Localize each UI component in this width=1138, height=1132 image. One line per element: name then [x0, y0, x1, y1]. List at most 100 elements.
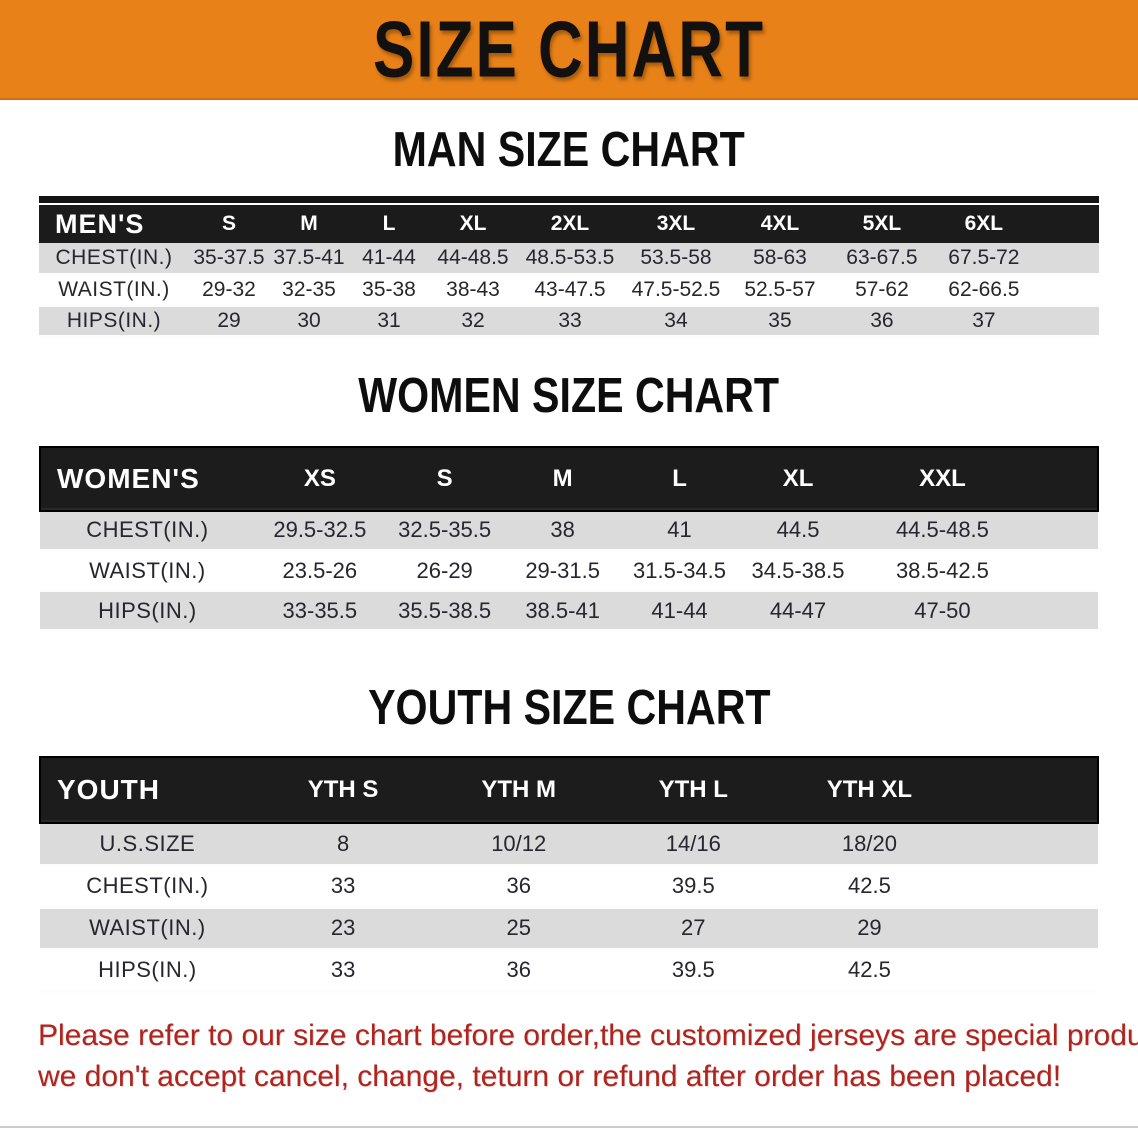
- cell: 57-62: [855, 277, 909, 301]
- cell: 33-35.5: [254, 590, 385, 631]
- youth-size-col: YTH XL: [780, 756, 959, 824]
- women-size-col: XL: [738, 445, 858, 512]
- youth-size-col: YTH L: [606, 756, 781, 824]
- spacer-col: [1027, 445, 1099, 512]
- cell: 63-67.5: [830, 243, 933, 274]
- women-header-row: WOMEN'S XS S M L XL XXL: [39, 445, 1099, 512]
- cell: 35.5-38.5: [384, 590, 505, 631]
- youth-hips-row: HIPS(IN.) 33 36 39.5 42.5: [40, 949, 1098, 991]
- women-chest-row: CHEST(IN.) 29.5-32.5 32.5-35.5 38 41 44.…: [40, 510, 1098, 551]
- row-label: HIPS(IN.): [40, 590, 255, 631]
- cell: 38.5-41: [504, 590, 621, 631]
- men-size-col: S: [188, 205, 269, 243]
- cell: 34.5-38.5: [751, 557, 845, 583]
- cell: 29.5-32.5: [254, 510, 385, 551]
- cell: 62-66.5: [948, 277, 1020, 301]
- cell: 52.5-57: [744, 277, 816, 301]
- men-size-col: M: [269, 205, 350, 243]
- cell: 58-63: [728, 243, 831, 274]
- cell: 35-37.5: [188, 243, 269, 274]
- spacer-cell: [1035, 274, 1099, 305]
- men-hips-row: HIPS(IN.) 29 30 31 32 33 34 35 36 37: [39, 305, 1099, 336]
- men-chest-row: CHEST(IN.) 35-37.5 37.5-41 41-44 44-48.5…: [39, 243, 1099, 274]
- cell: 32.5-35.5: [384, 510, 505, 551]
- youth-table-title: YOUTH: [39, 756, 255, 824]
- cell: 25: [431, 907, 606, 949]
- cell: 31.5-34.5: [633, 557, 727, 583]
- cell: 8: [254, 823, 432, 865]
- row-label: CHEST(IN.): [39, 243, 189, 274]
- youth-header-row: YOUTH YTH S YTH M YTH L YTH XL: [39, 756, 1099, 824]
- cell: 29: [188, 305, 269, 336]
- spacer-cell: [1027, 590, 1098, 631]
- youth-size-col: YTH M: [431, 756, 606, 824]
- bottom-divider: [0, 1126, 1138, 1128]
- cell: 27: [606, 907, 781, 949]
- cell: 35: [728, 305, 831, 336]
- women-size-col: XS: [254, 445, 385, 512]
- disclaimer-line-2: we don't accept cancel, change, teturn o…: [38, 1059, 1062, 1093]
- cell: 36: [506, 873, 531, 898]
- women-size-col: S: [384, 445, 505, 512]
- cell: 36: [506, 957, 531, 982]
- women-waist-row: WAIST(IN.) 23.5-26 26-29 29-31.5 31.5-34…: [40, 551, 1098, 591]
- women-hips-row: HIPS(IN.) 33-35.5 35.5-38.5 38.5-41 41-4…: [40, 590, 1098, 631]
- cell: 48.5-53.5: [517, 243, 623, 274]
- cell: 37: [932, 305, 1035, 336]
- cell: 41: [620, 510, 739, 551]
- banner: SIZE CHART: [0, 0, 1138, 100]
- men-size-col: XL: [429, 205, 517, 243]
- cell: 23: [254, 907, 432, 949]
- spacer-cell: [1034, 305, 1099, 336]
- cell: 44-48.5: [429, 243, 517, 274]
- spacer-cell: [1034, 243, 1099, 274]
- cell: 33: [517, 305, 623, 336]
- cell: 39.5: [671, 957, 715, 982]
- cell: 39.5: [671, 873, 715, 898]
- spacer-cell: [958, 907, 1098, 949]
- youth-chest-row: CHEST(IN.) 33 36 39.5 42.5: [40, 865, 1098, 907]
- cell: 32-35: [282, 277, 336, 301]
- cell: 29: [780, 907, 959, 949]
- disclaimer-text: Please refer to our size chart before or…: [0, 1015, 1138, 1097]
- row-label: WAIST(IN.): [58, 277, 170, 301]
- youth-ussize-row: U.S.SIZE 8 10/12 14/16 18/20: [40, 823, 1098, 865]
- cell: 37.5-41: [269, 243, 350, 274]
- women-size-col: XXL: [857, 445, 1028, 512]
- cell: 43-47.5: [534, 277, 606, 301]
- men-table-top-border: [39, 196, 1099, 203]
- men-header-row: MEN'S S M L XL 2XL 3XL 4XL 5XL 6XL: [39, 205, 1099, 243]
- cell: 30: [269, 305, 350, 336]
- cell: 42.5: [848, 957, 891, 982]
- spacer-cell: [1027, 510, 1098, 551]
- cell: 38: [504, 510, 621, 551]
- row-label: CHEST(IN.): [86, 873, 209, 898]
- cell: 41-44: [349, 243, 430, 274]
- cell: 47.5-52.5: [631, 277, 721, 301]
- women-size-table: WOMEN'S XS S M L XL XXL CHEST(IN.) 29.5-…: [39, 445, 1099, 633]
- cell: 29-31.5: [525, 557, 600, 583]
- spacer-cell: [958, 949, 1098, 991]
- women-section-heading: WOMEN SIZE CHART: [358, 367, 780, 423]
- cell: 42.5: [848, 873, 891, 898]
- cell: 10/12: [431, 823, 606, 865]
- men-table-title: MEN'S: [39, 205, 189, 243]
- row-label: HIPS(IN.): [39, 305, 189, 336]
- men-size-col: L: [349, 205, 430, 243]
- cell: 33: [330, 873, 356, 898]
- spacer-col: [958, 756, 1099, 824]
- cell: 29-32: [202, 277, 256, 301]
- spacer-cell: [958, 865, 1098, 907]
- men-section-heading: MAN SIZE CHART: [392, 122, 746, 177]
- cell: 32: [429, 305, 517, 336]
- men-size-col: 6XL: [932, 205, 1035, 243]
- youth-section-heading: YOUTH SIZE CHART: [367, 680, 771, 735]
- cell: 38-43: [446, 277, 500, 301]
- spacer-cell: [958, 823, 1098, 865]
- men-size-col: 5XL: [830, 205, 933, 243]
- cell: 53.5-58: [622, 243, 729, 274]
- row-label: WAIST(IN.): [89, 557, 206, 583]
- row-label: CHEST(IN.): [40, 510, 255, 551]
- cell: 36: [830, 305, 933, 336]
- cell: 35-38: [362, 277, 416, 301]
